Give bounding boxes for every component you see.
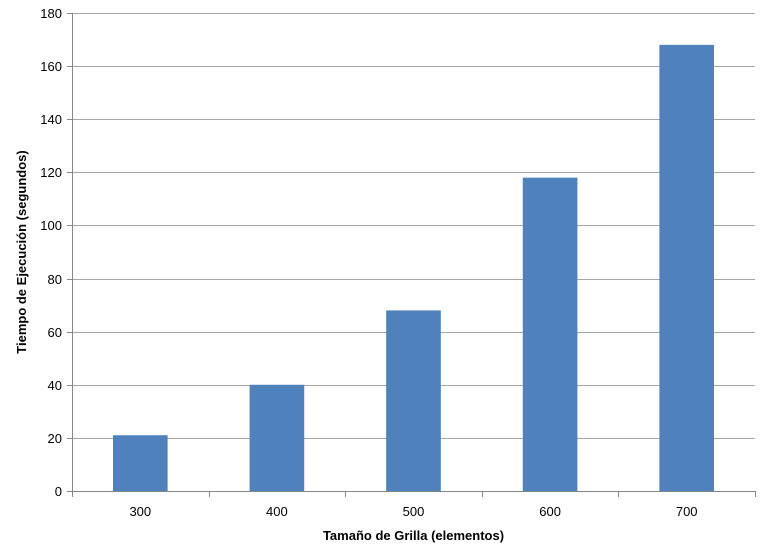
bar	[112, 435, 168, 491]
tick-labels: 0 20 40 60 80 100 120 140 160 180 300 400 500 600 700	[40, 6, 697, 519]
x-axis-title: Tamaño de Grilla (elementos)	[323, 528, 504, 543]
y-axis-title: Tiempo de Ejecución (segundos)	[14, 150, 29, 353]
y-tick-label: 120	[40, 165, 62, 180]
bar	[249, 384, 305, 491]
x-tick-label: 500	[403, 504, 425, 519]
y-tick-label: 60	[48, 325, 62, 340]
x-tick-label: 600	[539, 504, 561, 519]
y-tick-label: 180	[40, 6, 62, 21]
bar	[659, 44, 715, 491]
x-tick-label: 700	[676, 504, 698, 519]
y-tick-label: 160	[40, 59, 62, 74]
axes	[67, 13, 756, 497]
bar	[522, 177, 578, 491]
y-tick-label: 20	[48, 431, 62, 446]
y-tick-label: 0	[55, 484, 62, 499]
y-tick-label: 80	[48, 272, 62, 287]
y-tick-label: 140	[40, 112, 62, 127]
x-tick-label: 300	[129, 504, 151, 519]
y-tick-label: 40	[48, 378, 62, 393]
bar	[386, 310, 441, 491]
gridlines	[72, 13, 755, 439]
y-tick-label: 100	[40, 218, 62, 233]
x-tick-label: 400	[266, 504, 288, 519]
bars	[112, 44, 715, 491]
